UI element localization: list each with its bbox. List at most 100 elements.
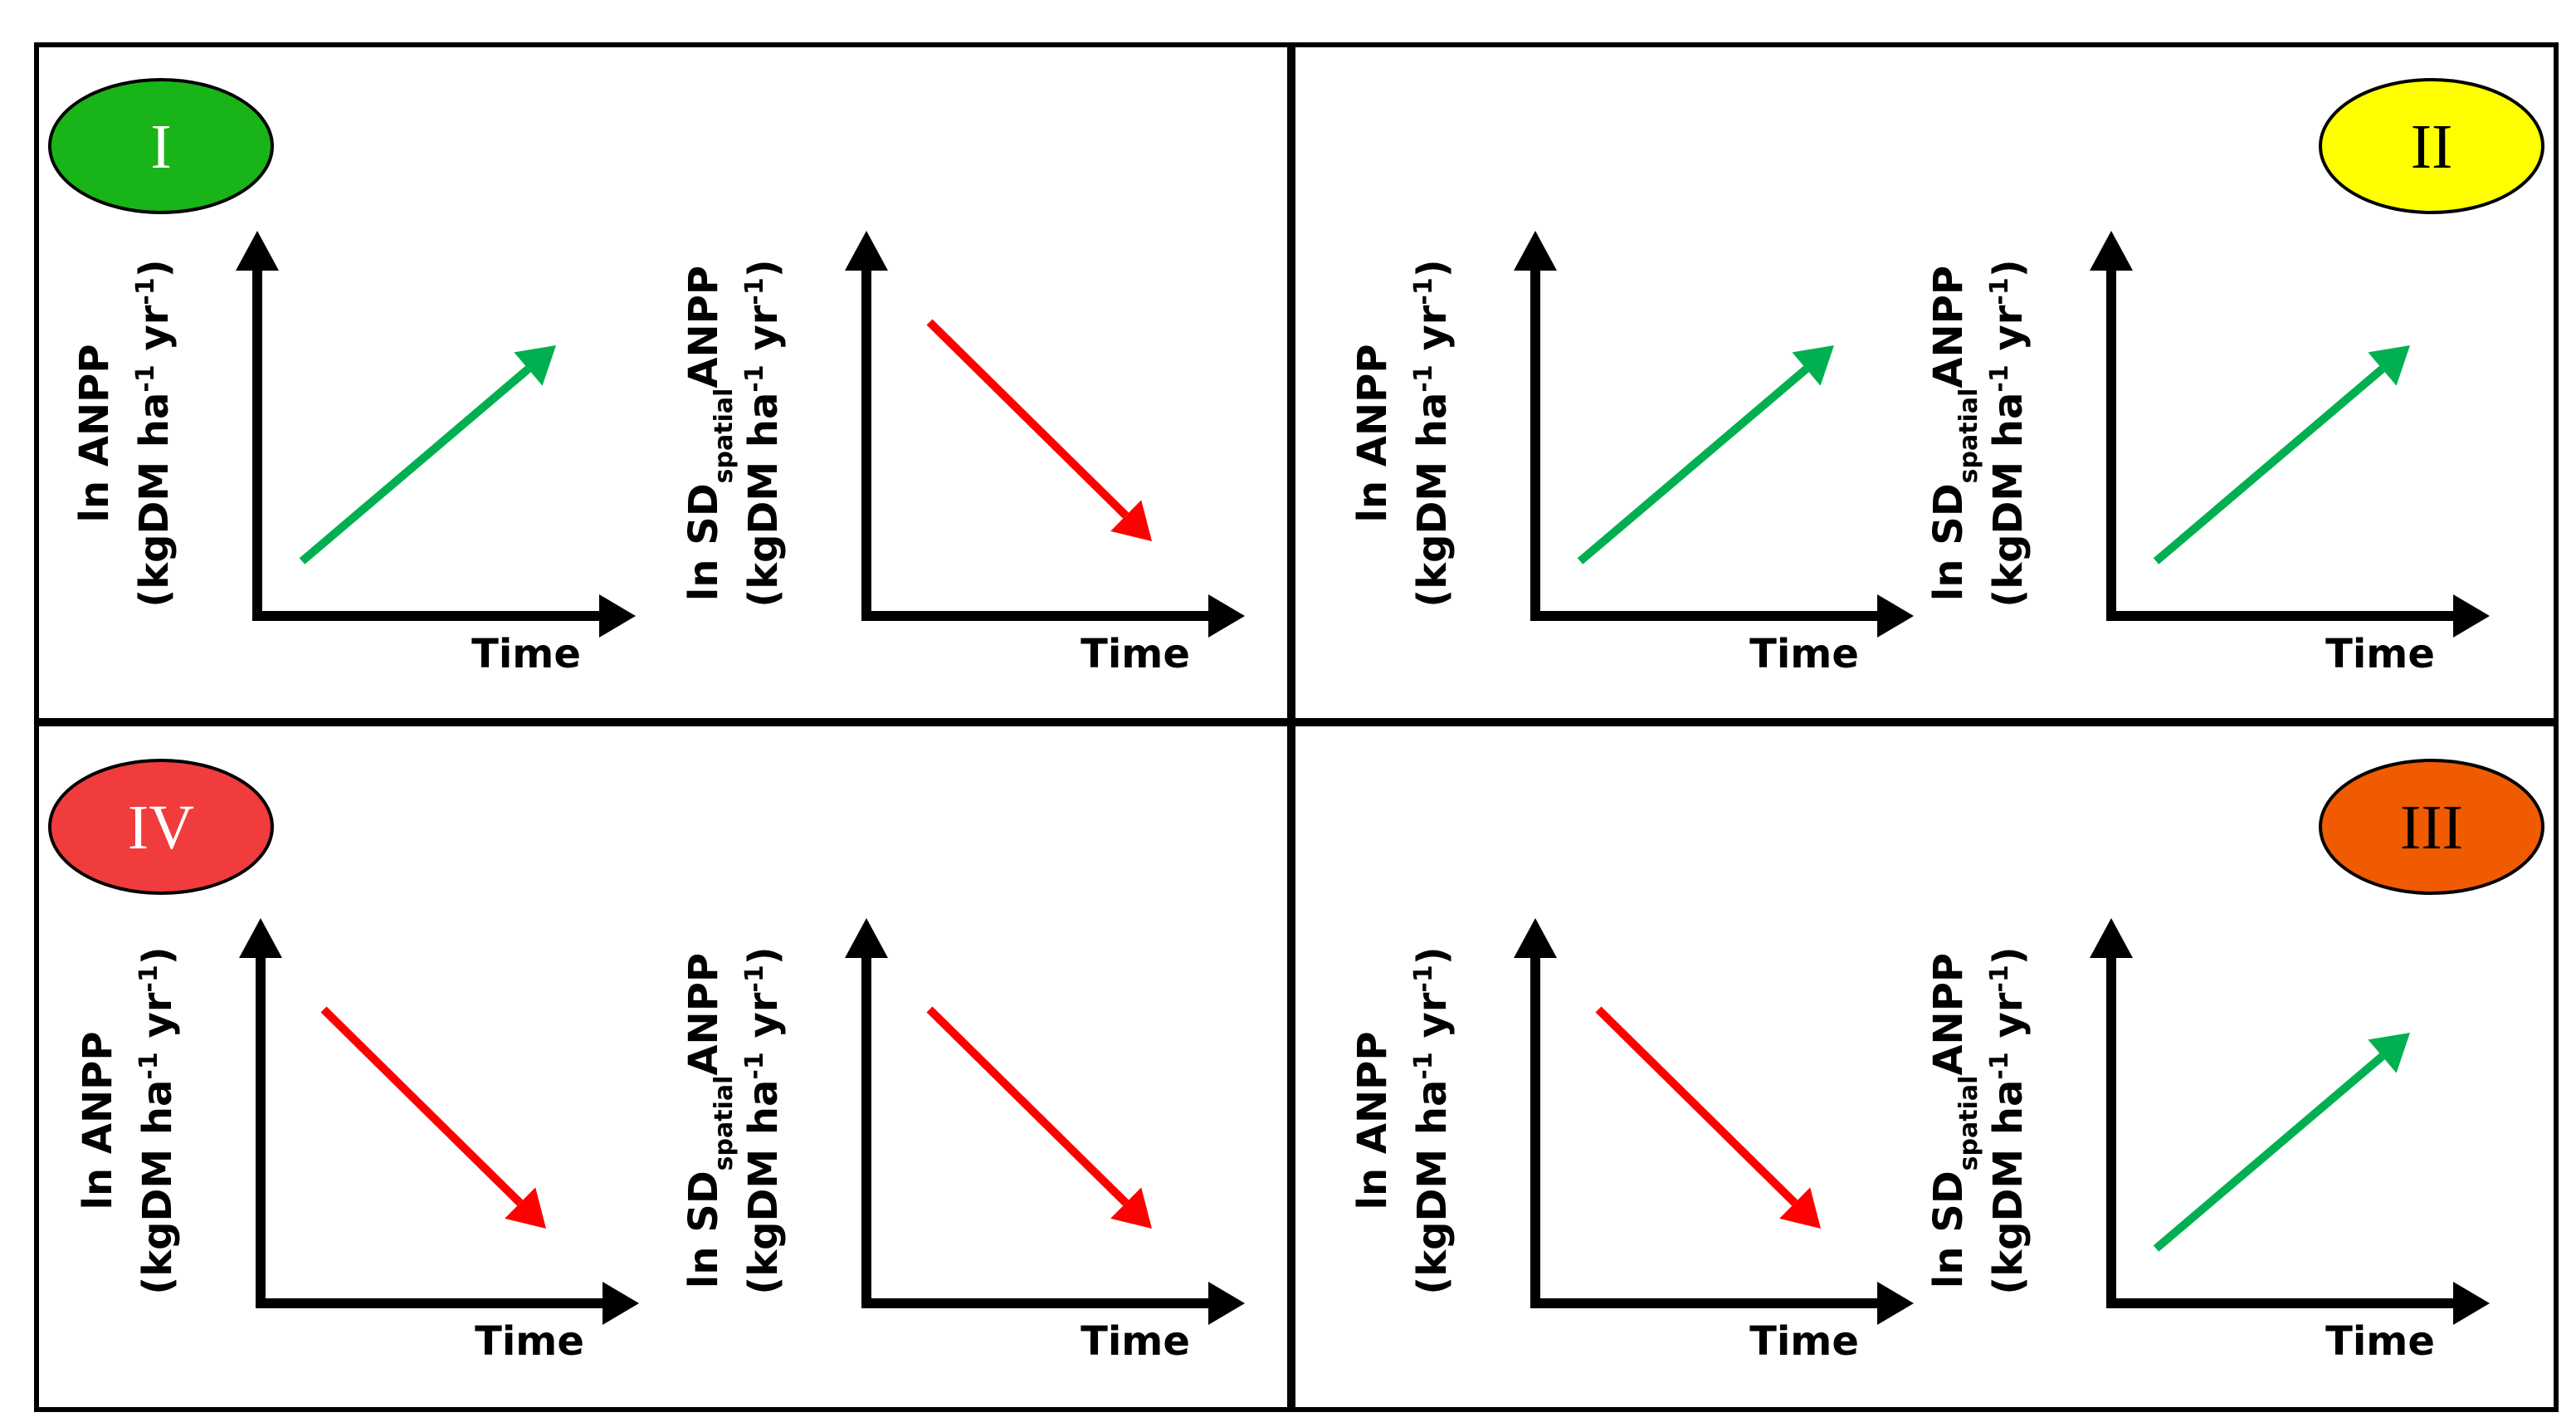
trend-arrow-head [1792,345,1834,386]
y-axis-label: ln ANPP (kgDM ha-1 yr-1) [1349,946,1456,1294]
label-segment: yr [740,305,787,364]
label-segment: ln SD [681,1170,727,1288]
label-segment: ln SD [1925,483,1972,601]
y-axis-label: ln SDspatialANPP(kgDM ha-1 yr-1) [1925,946,2032,1294]
y-axis-head [1514,918,1557,958]
trend-arrow-head [2368,345,2410,386]
y-axis-label-line: (kgDM ha-1 yr-1) [740,259,788,607]
y-axis-head [236,231,279,271]
quadrant-badge [2319,78,2544,214]
quadrant-badge [48,78,274,214]
x-axis-label: Time [1081,1318,1190,1365]
y-axis-label-line: (kgDM ha-1 yr-1) [1409,259,1456,607]
label-segment: yr [134,992,181,1052]
y-axis-label: ln SDspatialANPP(kgDM ha-1 yr-1) [1925,259,2032,607]
label-segment: (kgDM ha [1985,393,2032,608]
label-segment: (kgDM ha [131,393,178,608]
label-segment: ) [740,946,787,965]
label-segment: (kgDM ha [1409,1080,1456,1295]
label-segment: (kgDM ha [1985,1080,2032,1295]
label-segment: ANPP [1925,266,1972,389]
label-segment: (kgDM ha [1409,393,1456,608]
trend-arrow [1577,365,1809,564]
x-axis-head [1877,1282,1914,1325]
trend-arrow [926,319,1129,519]
label-segment: -1 [1985,965,2014,992]
y-axis-label-line: (kgDM ha-1 yr-1) [1985,259,2032,607]
x-axis-head [1208,594,1245,638]
trend-arrow [926,1006,1129,1206]
label-segment: yr [1409,305,1456,364]
trend-arrow-head [1110,1187,1152,1229]
trend-arrow [1595,1006,1798,1206]
x-axis-label: Time [471,631,581,677]
y-axis-label-line: (kgDM ha-1 yr-1) [134,946,182,1294]
label-segment: -1 [1409,965,1438,992]
label-segment: -1 [134,965,163,992]
label-segment: spatial [1954,389,1983,484]
y-axis-label: ln ANPP (kgDM ha-1 yr-1) [71,259,178,607]
y-axis-label-line: ln ANPP [1349,344,1396,522]
axes [2106,951,2460,1308]
label-segment: ANPP [681,266,727,389]
label-segment: -1 [131,277,160,305]
y-axis-label: ln ANPP (kgDM ha-1 yr-1) [75,946,181,1294]
trend-arrow-head [1779,1187,1821,1229]
label-segment: ) [1409,946,1456,965]
y-axis-label-line: ln SDspatialANPP [1925,953,1983,1288]
y-axis-label-line: ln SDspatialANPP [681,266,739,601]
label-segment: -1 [1409,1052,1438,1079]
label-segment: spatial [710,389,739,484]
y-axis-label-line: (kgDM ha-1 yr-1) [1409,946,1456,1294]
label-segment: ) [1985,259,2032,277]
label-segment: ANPP [1925,953,1972,1076]
label-segment: -1 [1985,364,2014,392]
label-segment: ln SD [1925,1170,1972,1288]
x-axis-label: Time [2325,1318,2435,1365]
label-segment: -1 [1985,1052,2014,1079]
y-axis-label-line: ln ANPP [71,344,118,522]
y-axis-label-line: (kgDM ha-1 yr-1) [131,259,178,607]
label-segment: ln SD [681,483,727,601]
quadrant-badge [48,759,274,895]
label-segment: ln ANPP [71,344,118,522]
label-segment: -1 [134,1052,163,1079]
label-segment: ln ANPP [1349,1031,1396,1210]
label-segment: -1 [740,965,769,992]
y-axis-label-line: ln ANPP [1349,1031,1396,1210]
y-axis-label: ln SDspatialANPP(kgDM ha-1 yr-1) [681,946,787,1294]
quadrant-label: I [150,112,171,182]
x-axis-label: Time [2325,631,2435,677]
quadrant-label: IV [128,793,194,863]
label-segment: (kgDM ha [134,1080,181,1295]
trend-arrow-head [505,1187,546,1229]
trend-arrow-head [2368,1033,2410,1073]
x-axis-head [603,1282,639,1325]
label-segment: -1 [740,364,769,392]
label-segment: ) [740,259,787,277]
trend-arrow [299,365,531,564]
y-axis-label: ln SDspatialANPP(kgDM ha-1 yr-1) [681,259,787,607]
label-segment: -1 [131,364,160,392]
label-segment: yr [740,992,787,1052]
y-axis-head [1514,231,1557,271]
trend-arrow-head [514,345,556,386]
quadrant-label: II [2411,112,2453,182]
label-segment: ANPP [681,953,727,1076]
x-axis-label: Time [1749,631,1859,677]
axes [2106,264,2460,621]
y-axis-label-line: ln SDspatialANPP [1925,266,1983,601]
trend-arrow [320,1006,524,1206]
axes [861,264,1215,621]
axes [861,951,1215,1308]
y-axis-label-line: ln SDspatialANPP [681,953,739,1288]
label-segment: ) [1985,946,2032,965]
label-segment: -1 [740,1052,769,1079]
y-axis-head [845,231,888,271]
axes [252,264,606,621]
trend-arrow-head [1110,500,1152,541]
x-axis-head [599,594,636,638]
x-axis-head [1208,1282,1245,1325]
x-axis-label: Time [1081,631,1190,677]
